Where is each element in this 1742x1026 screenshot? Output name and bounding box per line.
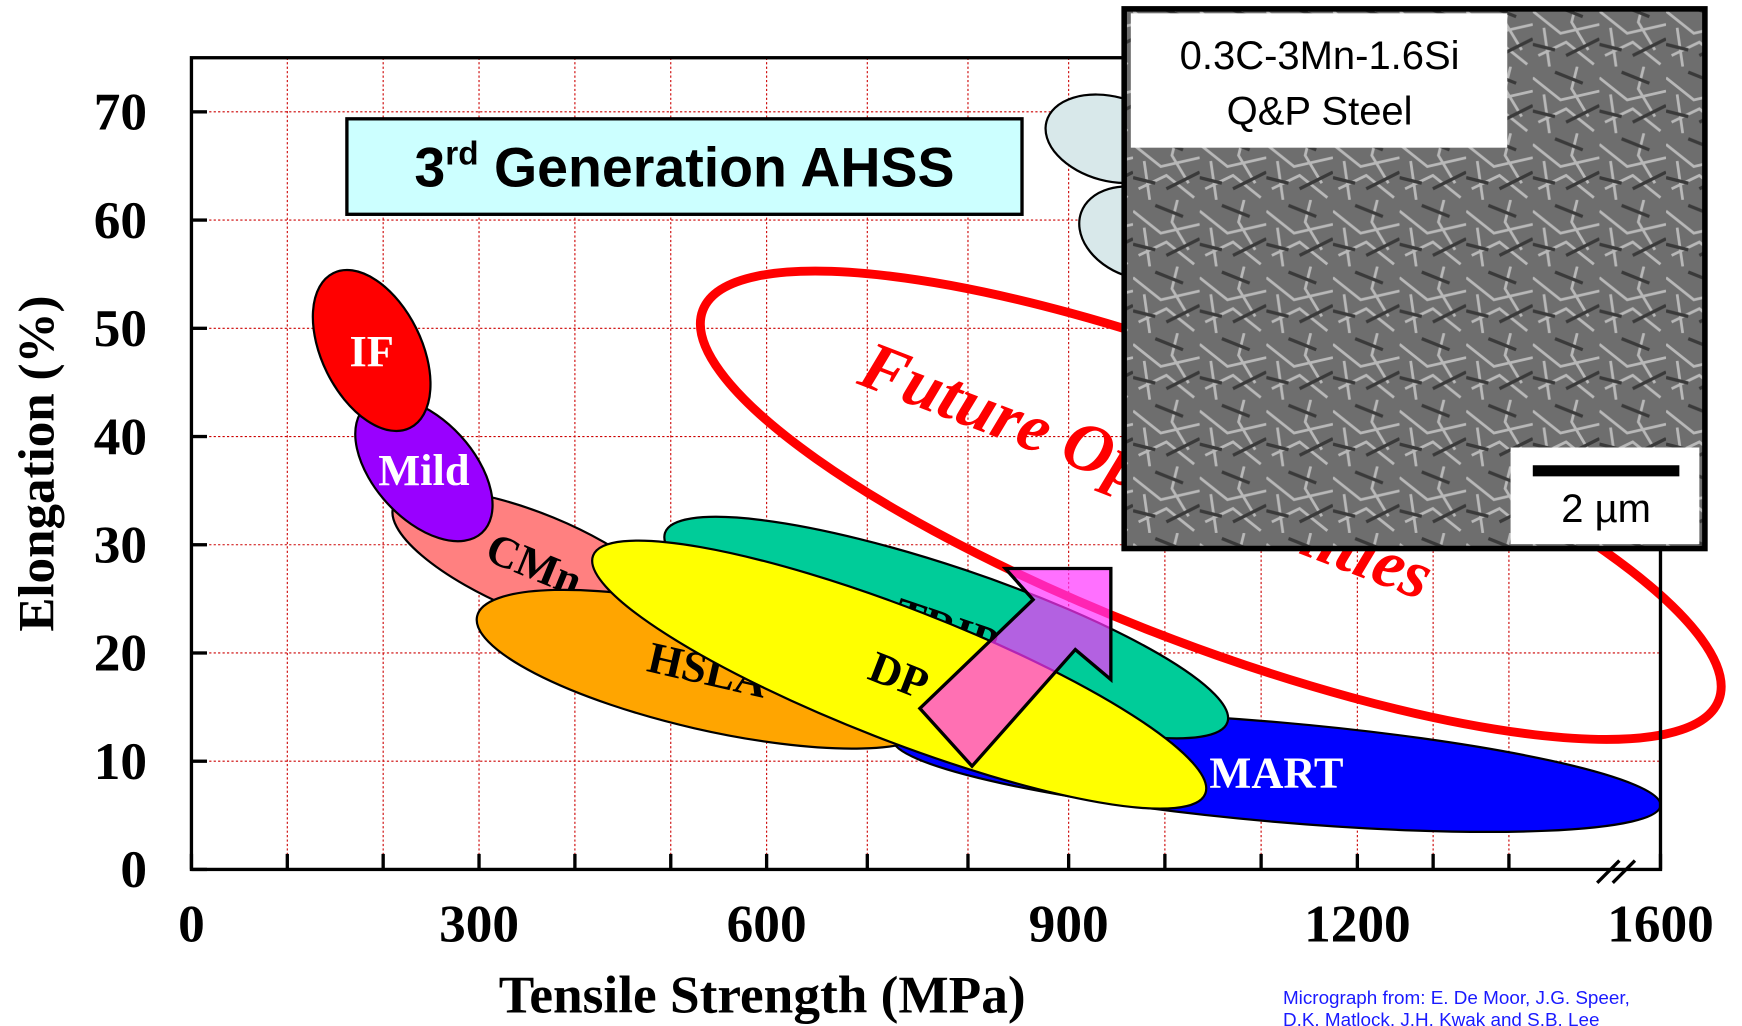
y-tick-label: 70 [94,83,147,142]
chart: CMnMildIFMARTHSLATRIPDP Future Opportuni… [0,0,1742,1026]
x-tick-label: 300 [439,895,519,954]
y-tick-label: 60 [94,191,147,250]
y-tick-label: 40 [94,407,147,466]
x-axis-title: Tensile Strength (MPa) [499,966,1026,1025]
x-tick-label: 900 [1029,895,1109,954]
x-tick-label: 600 [727,895,807,954]
y-tick-label: 20 [94,624,147,683]
credit: D.K. Matlock, J.H. Kwak and S.B. Lee [1283,1009,1600,1026]
micrograph-line1: 0.3C-3Mn-1.6Si [1180,34,1460,78]
y-tick-label: 0 [120,840,147,899]
region-label: MART [1209,748,1343,798]
micrograph-line2: Q&P Steel [1227,89,1413,133]
box-title: 3rd Generation AHSS [414,135,954,198]
box-title-sup: rd [445,135,478,172]
y-tick-label: 30 [94,516,147,575]
x-tick-label: 1200 [1304,895,1411,954]
box-title-text: Generation AHSS [479,137,955,199]
y-tick-label: 50 [94,299,147,358]
region-label: IF [349,326,393,376]
axis-break [1597,861,1635,883]
x-tick-label: 1600 [1607,895,1714,954]
y-tick-label: 10 [94,732,147,791]
region-label: Mild [378,445,470,495]
x-tick-label: 0 [178,895,205,954]
y-axis-title: Elongation (%) [9,295,66,631]
credit: Micrograph from: E. De Moor, J.G. Speer, [1283,987,1630,1008]
scale-bar [1533,465,1680,476]
scale-label: 2 µm [1561,487,1651,531]
box-title-prefix: 3 [414,137,445,199]
